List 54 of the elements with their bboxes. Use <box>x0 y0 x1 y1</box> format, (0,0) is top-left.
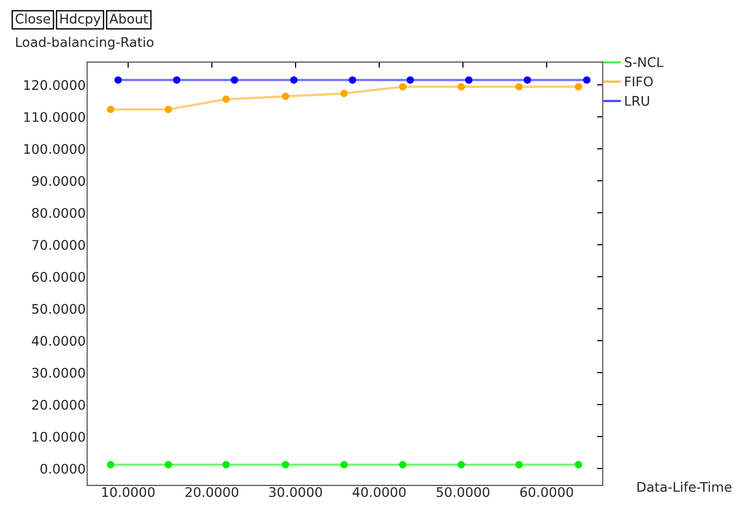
x-tick-label: 10.0000 <box>102 487 155 498</box>
x-tick-label: 60.0000 <box>520 487 574 498</box>
legend-label: LRU <box>625 96 650 106</box>
point <box>340 461 348 468</box>
y-tick-label: 50.0000 <box>32 304 85 314</box>
y-tick-label: 30.0000 <box>32 368 85 378</box>
y-tick-label: 20.0000 <box>32 400 85 410</box>
text: About <box>109 13 148 24</box>
y-tick-label: 10.0000 <box>32 432 85 442</box>
point <box>290 76 298 84</box>
y-tick-label: 110.0000 <box>24 112 85 122</box>
legend-label: FIFO <box>625 76 653 86</box>
y-tick-label: 40.0000 <box>32 336 85 346</box>
x-tick-label: 50.0000 <box>436 487 490 498</box>
x-tick-label: 40.0000 <box>352 487 406 498</box>
point <box>106 106 114 114</box>
point <box>114 76 122 84</box>
x-tick-label: 20.0000 <box>186 487 238 498</box>
point <box>348 76 356 84</box>
x-tick-label: 30.0000 <box>269 487 322 498</box>
point <box>515 83 523 90</box>
y-tick-label: 80.0000 <box>32 208 85 218</box>
legend-label: S-NCL <box>624 57 664 68</box>
y-tick-label: 70.0000 <box>32 240 85 250</box>
point <box>458 83 465 90</box>
point <box>583 76 590 84</box>
y-tick-label: 90.0000 <box>32 176 85 186</box>
x-axis-title: Data-Life-Time <box>638 482 732 492</box>
point <box>524 76 532 84</box>
text: Close <box>16 13 50 24</box>
point <box>164 106 172 114</box>
point <box>282 461 290 468</box>
y-tick-label: 100.0000 <box>24 144 85 154</box>
point <box>406 76 414 84</box>
point <box>399 461 406 468</box>
point <box>282 92 290 100</box>
point <box>515 461 523 468</box>
text: Hdcpy <box>60 13 100 26</box>
point <box>173 76 180 84</box>
point <box>222 96 230 103</box>
y-tick-label: 0.0000 <box>40 464 85 474</box>
point <box>164 461 172 468</box>
point <box>574 461 582 468</box>
point <box>340 90 348 98</box>
point <box>574 83 582 90</box>
point <box>399 83 406 90</box>
point <box>106 461 114 468</box>
point <box>458 461 465 468</box>
y-tick-label: 60.0000 <box>32 272 85 282</box>
y-tick-label: 120.0000 <box>24 80 85 90</box>
y-axis-title: Load-balancing-Ratio <box>16 36 154 50</box>
point <box>222 461 230 468</box>
point <box>465 76 472 84</box>
point <box>230 76 238 84</box>
